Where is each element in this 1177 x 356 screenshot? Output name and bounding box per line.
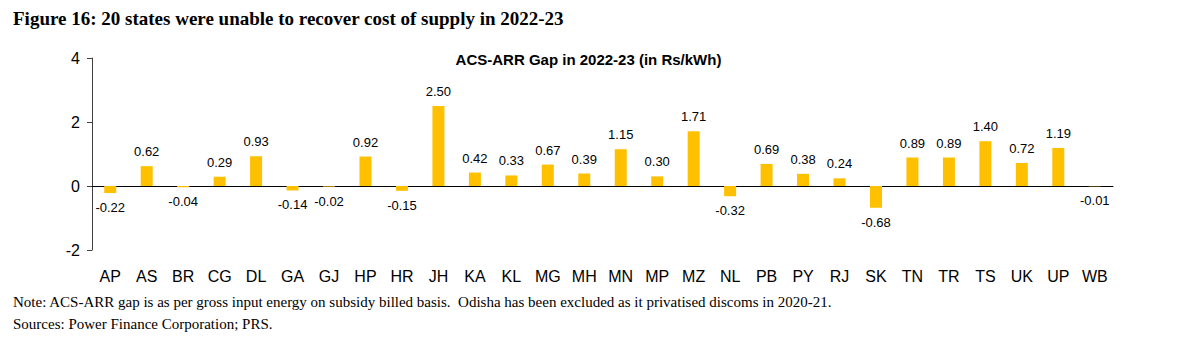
svg-text:UK: UK bbox=[1011, 268, 1034, 285]
svg-text:1.19: 1.19 bbox=[1046, 126, 1071, 141]
svg-text:0.62: 0.62 bbox=[134, 144, 159, 159]
svg-text:-0.22: -0.22 bbox=[95, 200, 125, 215]
svg-text:1.15: 1.15 bbox=[608, 127, 633, 142]
svg-text:MG: MG bbox=[535, 268, 561, 285]
svg-text:0.89: 0.89 bbox=[936, 136, 961, 151]
svg-text:BR: BR bbox=[172, 268, 194, 285]
svg-text:0.39: 0.39 bbox=[572, 152, 597, 167]
svg-text:KL: KL bbox=[502, 268, 522, 285]
svg-text:Sources: Power Finance Corpora: Sources: Power Finance Corporation; PRS. bbox=[13, 316, 273, 332]
svg-text:0.92: 0.92 bbox=[353, 135, 378, 150]
svg-text:HP: HP bbox=[354, 268, 376, 285]
svg-text:-0.68: -0.68 bbox=[861, 215, 891, 230]
svg-text:-0.02: -0.02 bbox=[314, 194, 344, 209]
svg-text:GA: GA bbox=[281, 268, 304, 285]
svg-text:0.72: 0.72 bbox=[1009, 141, 1034, 156]
svg-text:0.42: 0.42 bbox=[462, 151, 487, 166]
svg-text:HR: HR bbox=[390, 268, 413, 285]
svg-text:1.40: 1.40 bbox=[973, 119, 998, 134]
svg-text:MZ: MZ bbox=[682, 268, 705, 285]
svg-text:1.71: 1.71 bbox=[681, 109, 706, 124]
svg-text:0.67: 0.67 bbox=[535, 143, 560, 158]
svg-text:-0.01: -0.01 bbox=[1080, 193, 1110, 208]
svg-text:0.30: 0.30 bbox=[645, 154, 670, 169]
svg-text:SK: SK bbox=[865, 268, 887, 285]
svg-text:WB: WB bbox=[1082, 268, 1108, 285]
svg-text:AS: AS bbox=[136, 268, 157, 285]
svg-text:CG: CG bbox=[208, 268, 232, 285]
svg-text:0.69: 0.69 bbox=[754, 142, 779, 157]
svg-text:Note: ACS-ARR gap is as per gr: Note: ACS-ARR gap is as per gross input … bbox=[13, 294, 831, 310]
svg-text:0.24: 0.24 bbox=[827, 156, 852, 171]
svg-text:ACS-ARR Gap in 2022-23 (in Rs/: ACS-ARR Gap in 2022-23 (in Rs/kWh) bbox=[456, 51, 722, 68]
svg-text:TR: TR bbox=[938, 268, 959, 285]
svg-text:PB: PB bbox=[756, 268, 777, 285]
svg-text:0.93: 0.93 bbox=[243, 134, 268, 149]
svg-text:JH: JH bbox=[429, 268, 449, 285]
svg-text:MH: MH bbox=[572, 268, 597, 285]
svg-text:NL: NL bbox=[720, 268, 741, 285]
svg-text:0.29: 0.29 bbox=[207, 155, 232, 170]
svg-text:0.38: 0.38 bbox=[790, 152, 815, 167]
svg-text:MN: MN bbox=[608, 268, 633, 285]
svg-text:-0.32: -0.32 bbox=[715, 203, 745, 218]
svg-text:-0.04: -0.04 bbox=[168, 194, 198, 209]
svg-text:4: 4 bbox=[71, 50, 80, 67]
svg-text:-0.14: -0.14 bbox=[278, 197, 308, 212]
svg-text:-0.15: -0.15 bbox=[387, 198, 417, 213]
svg-text:GJ: GJ bbox=[319, 268, 339, 285]
svg-text:MP: MP bbox=[645, 268, 669, 285]
svg-text:0.89: 0.89 bbox=[900, 136, 925, 151]
svg-text:DL: DL bbox=[246, 268, 267, 285]
svg-text:2.50: 2.50 bbox=[426, 84, 451, 99]
svg-text:PY: PY bbox=[792, 268, 814, 285]
svg-text:KA: KA bbox=[464, 268, 486, 285]
svg-text:2: 2 bbox=[71, 114, 80, 131]
svg-text:0.33: 0.33 bbox=[499, 153, 524, 168]
svg-text:-2: -2 bbox=[66, 242, 80, 259]
svg-text:RJ: RJ bbox=[830, 268, 850, 285]
svg-text:TN: TN bbox=[902, 268, 923, 285]
svg-text:TS: TS bbox=[975, 268, 995, 285]
svg-text:AP: AP bbox=[100, 268, 121, 285]
svg-text:0: 0 bbox=[71, 178, 80, 195]
svg-text:UP: UP bbox=[1047, 268, 1069, 285]
svg-text:Figure 16: 20 states were unab: Figure 16: 20 states were unable to reco… bbox=[13, 8, 564, 29]
